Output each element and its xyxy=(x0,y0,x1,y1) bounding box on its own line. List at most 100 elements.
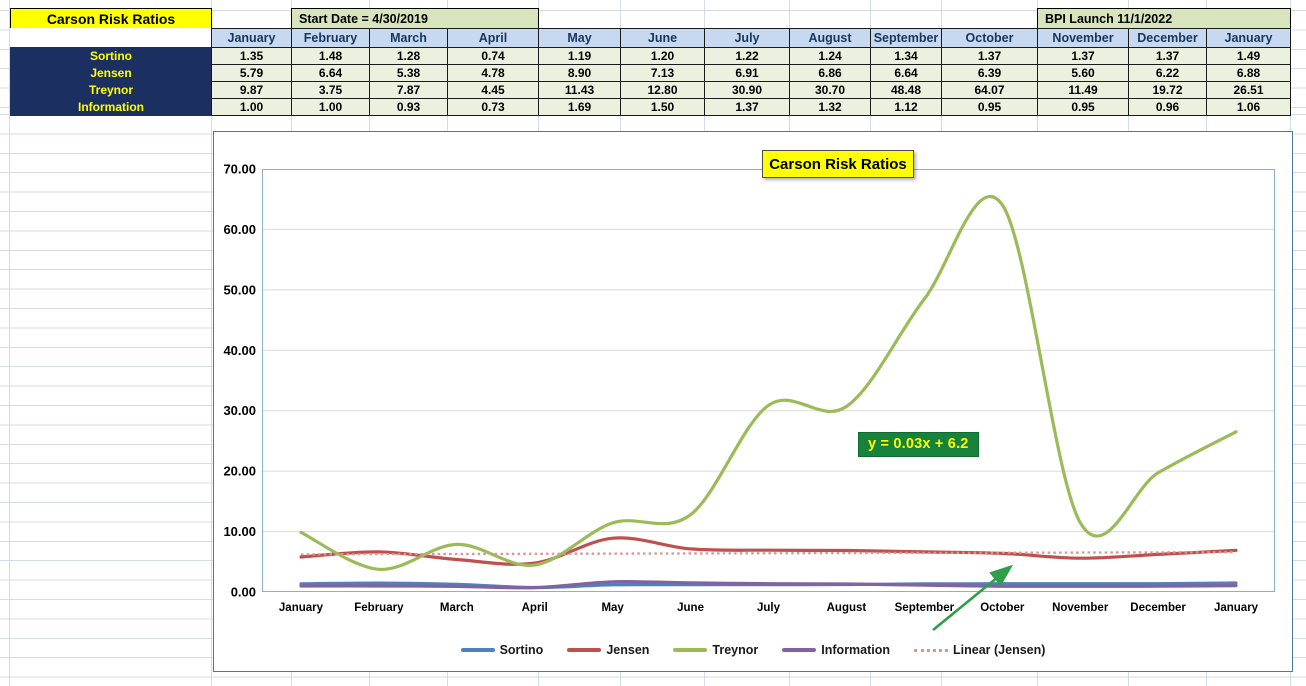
x-tick-label: November xyxy=(1052,602,1109,614)
cell-treynor-6[interactable]: 12.80 xyxy=(620,81,705,99)
month-header-5[interactable]: May xyxy=(538,28,621,48)
month-header-12[interactable]: December xyxy=(1128,28,1207,48)
cell-sortino-2[interactable]: 1.48 xyxy=(291,47,370,65)
cell-jensen-4[interactable]: 4.78 xyxy=(447,64,539,82)
legend-label: Treynor xyxy=(712,643,759,657)
cell-information-5[interactable]: 1.69 xyxy=(538,98,621,116)
cell-information-11[interactable]: 0.95 xyxy=(1037,98,1129,116)
cell-treynor-8[interactable]: 30.70 xyxy=(789,81,871,99)
cell-information-8[interactable]: 1.32 xyxy=(789,98,871,116)
legend-item-jensen: Jensen xyxy=(567,643,649,657)
legend-item-treynor: Treynor xyxy=(673,643,758,657)
cell-sortino-4[interactable]: 0.74 xyxy=(447,47,539,65)
legend-swatch xyxy=(914,648,949,652)
chart-canvas: 0.00 10.00 20.00 30.00 40.00 50.00 60.00 70.00 J… xyxy=(213,131,1293,672)
x-tick-label: October xyxy=(980,602,1025,614)
month-header-11[interactable]: November xyxy=(1037,28,1129,48)
chart-title: Carson Risk Ratios xyxy=(762,150,914,178)
month-header-1[interactable]: January xyxy=(211,28,292,48)
month-header-4[interactable]: April xyxy=(447,28,539,48)
cell-sortino-7[interactable]: 1.22 xyxy=(704,47,790,65)
legend-label: Information xyxy=(821,643,891,657)
cell-information-13[interactable]: 1.06 xyxy=(1206,98,1291,116)
cell-jensen-6[interactable]: 7.13 xyxy=(620,64,705,82)
cell-jensen-13[interactable]: 6.88 xyxy=(1206,64,1291,82)
row-label-jensen[interactable]: Jensen xyxy=(90,65,132,80)
cell-treynor-10[interactable]: 64.07 xyxy=(941,81,1038,99)
legend-swatch xyxy=(567,648,602,652)
cell-treynor-5[interactable]: 11.43 xyxy=(538,81,621,99)
x-tick-label: December xyxy=(1130,602,1186,614)
cell-information-3[interactable]: 0.93 xyxy=(369,98,448,116)
cell-information-9[interactable]: 1.12 xyxy=(870,98,942,116)
month-header-2[interactable]: February xyxy=(291,28,370,48)
cell-treynor-1[interactable]: 9.87 xyxy=(211,81,292,99)
y-tick-label: 20.00 xyxy=(223,464,256,479)
y-tick-label: 40.00 xyxy=(223,343,256,358)
risk-ratios-table: Carson Risk Ratios Start Date = 4/30/201… xyxy=(10,8,1291,116)
cell-sortino-9[interactable]: 1.34 xyxy=(870,47,942,65)
trendline-equation-label: y = 0.03x + 6.2 xyxy=(858,432,979,457)
month-header-3[interactable]: March xyxy=(369,28,448,48)
cell-treynor-2[interactable]: 3.75 xyxy=(291,81,370,99)
cell-treynor-13[interactable]: 26.51 xyxy=(1206,81,1291,99)
cell-information-1[interactable]: 1.00 xyxy=(211,98,292,116)
cell-sortino-11[interactable]: 1.37 xyxy=(1037,47,1129,65)
month-header-6[interactable]: June xyxy=(620,28,705,48)
x-tick-label: May xyxy=(601,602,624,614)
cell-treynor-11[interactable]: 11.49 xyxy=(1037,81,1129,99)
cell-sortino-6[interactable]: 1.20 xyxy=(620,47,705,65)
cell-jensen-7[interactable]: 6.91 xyxy=(704,64,790,82)
legend-item-linear-jensen-: Linear (Jensen) xyxy=(914,643,1045,657)
cell-sortino-12[interactable]: 1.37 xyxy=(1128,47,1207,65)
row-label-information[interactable]: Information xyxy=(78,100,144,115)
cell-jensen-3[interactable]: 5.38 xyxy=(369,64,448,82)
legend-item-sortino: Sortino xyxy=(460,643,543,657)
cell-treynor-4[interactable]: 4.45 xyxy=(447,81,539,99)
month-header-9[interactable]: September xyxy=(870,28,942,48)
table-title-cell[interactable]: Carson Risk Ratios xyxy=(10,8,212,29)
cell-information-12[interactable]: 0.96 xyxy=(1128,98,1207,116)
cell-jensen-12[interactable]: 6.22 xyxy=(1128,64,1207,82)
risk-ratios-chart[interactable]: 0.00 10.00 20.00 30.00 40.00 50.00 60.00 70.00 J… xyxy=(213,131,1293,672)
y-tick-label: 50.00 xyxy=(223,282,256,297)
y-tick-label: 60.00 xyxy=(223,222,256,237)
legend-swatch xyxy=(460,648,495,652)
month-header-8[interactable]: August xyxy=(789,28,871,48)
cell-sortino-10[interactable]: 1.37 xyxy=(941,47,1038,65)
cell-jensen-11[interactable]: 5.60 xyxy=(1037,64,1129,82)
cell-sortino-3[interactable]: 1.28 xyxy=(369,47,448,65)
cell-sortino-8[interactable]: 1.24 xyxy=(789,47,871,65)
cell-jensen-1[interactable]: 5.79 xyxy=(211,64,292,82)
cell-information-6[interactable]: 1.50 xyxy=(620,98,705,116)
cell-treynor-7[interactable]: 30.90 xyxy=(704,81,790,99)
legend-label: Linear (Jensen) xyxy=(953,643,1046,657)
cell-jensen-5[interactable]: 8.90 xyxy=(538,64,621,82)
cell-sortino-1[interactable]: 1.35 xyxy=(211,47,292,65)
cell-sortino-13[interactable]: 1.49 xyxy=(1206,47,1291,65)
cell-sortino-5[interactable]: 1.19 xyxy=(538,47,621,65)
legend-swatch xyxy=(673,648,708,652)
month-header-10[interactable]: October xyxy=(941,28,1038,48)
bpi-launch-cell[interactable]: BPI Launch 11/1/2022 xyxy=(1037,8,1291,29)
cell-information-10[interactable]: 0.95 xyxy=(941,98,1038,116)
cell-information-7[interactable]: 1.37 xyxy=(704,98,790,116)
x-tick-label: June xyxy=(677,602,704,614)
row-label-treynor[interactable]: Treynor xyxy=(88,83,133,98)
row-label-sortino[interactable]: Sortino xyxy=(90,48,132,63)
cell-treynor-3[interactable]: 7.87 xyxy=(369,81,448,99)
start-date-cell[interactable]: Start Date = 4/30/2019 xyxy=(291,8,539,29)
cell-information-4[interactable]: 0.73 xyxy=(447,98,539,116)
cell-information-2[interactable]: 1.00 xyxy=(291,98,370,116)
month-header-7[interactable]: July xyxy=(704,28,790,48)
x-tick-label: July xyxy=(757,602,781,614)
cell-treynor-9[interactable]: 48.48 xyxy=(870,81,942,99)
cell-jensen-9[interactable]: 6.64 xyxy=(870,64,942,82)
cell-jensen-10[interactable]: 6.39 xyxy=(941,64,1038,82)
cell-treynor-12[interactable]: 19.72 xyxy=(1128,81,1207,99)
cell-jensen-8[interactable]: 6.86 xyxy=(789,64,871,82)
month-header-13[interactable]: January xyxy=(1206,28,1291,48)
y-tick-label: 30.00 xyxy=(223,403,256,418)
x-tick-label: April xyxy=(522,602,548,614)
cell-jensen-2[interactable]: 6.64 xyxy=(291,64,370,82)
